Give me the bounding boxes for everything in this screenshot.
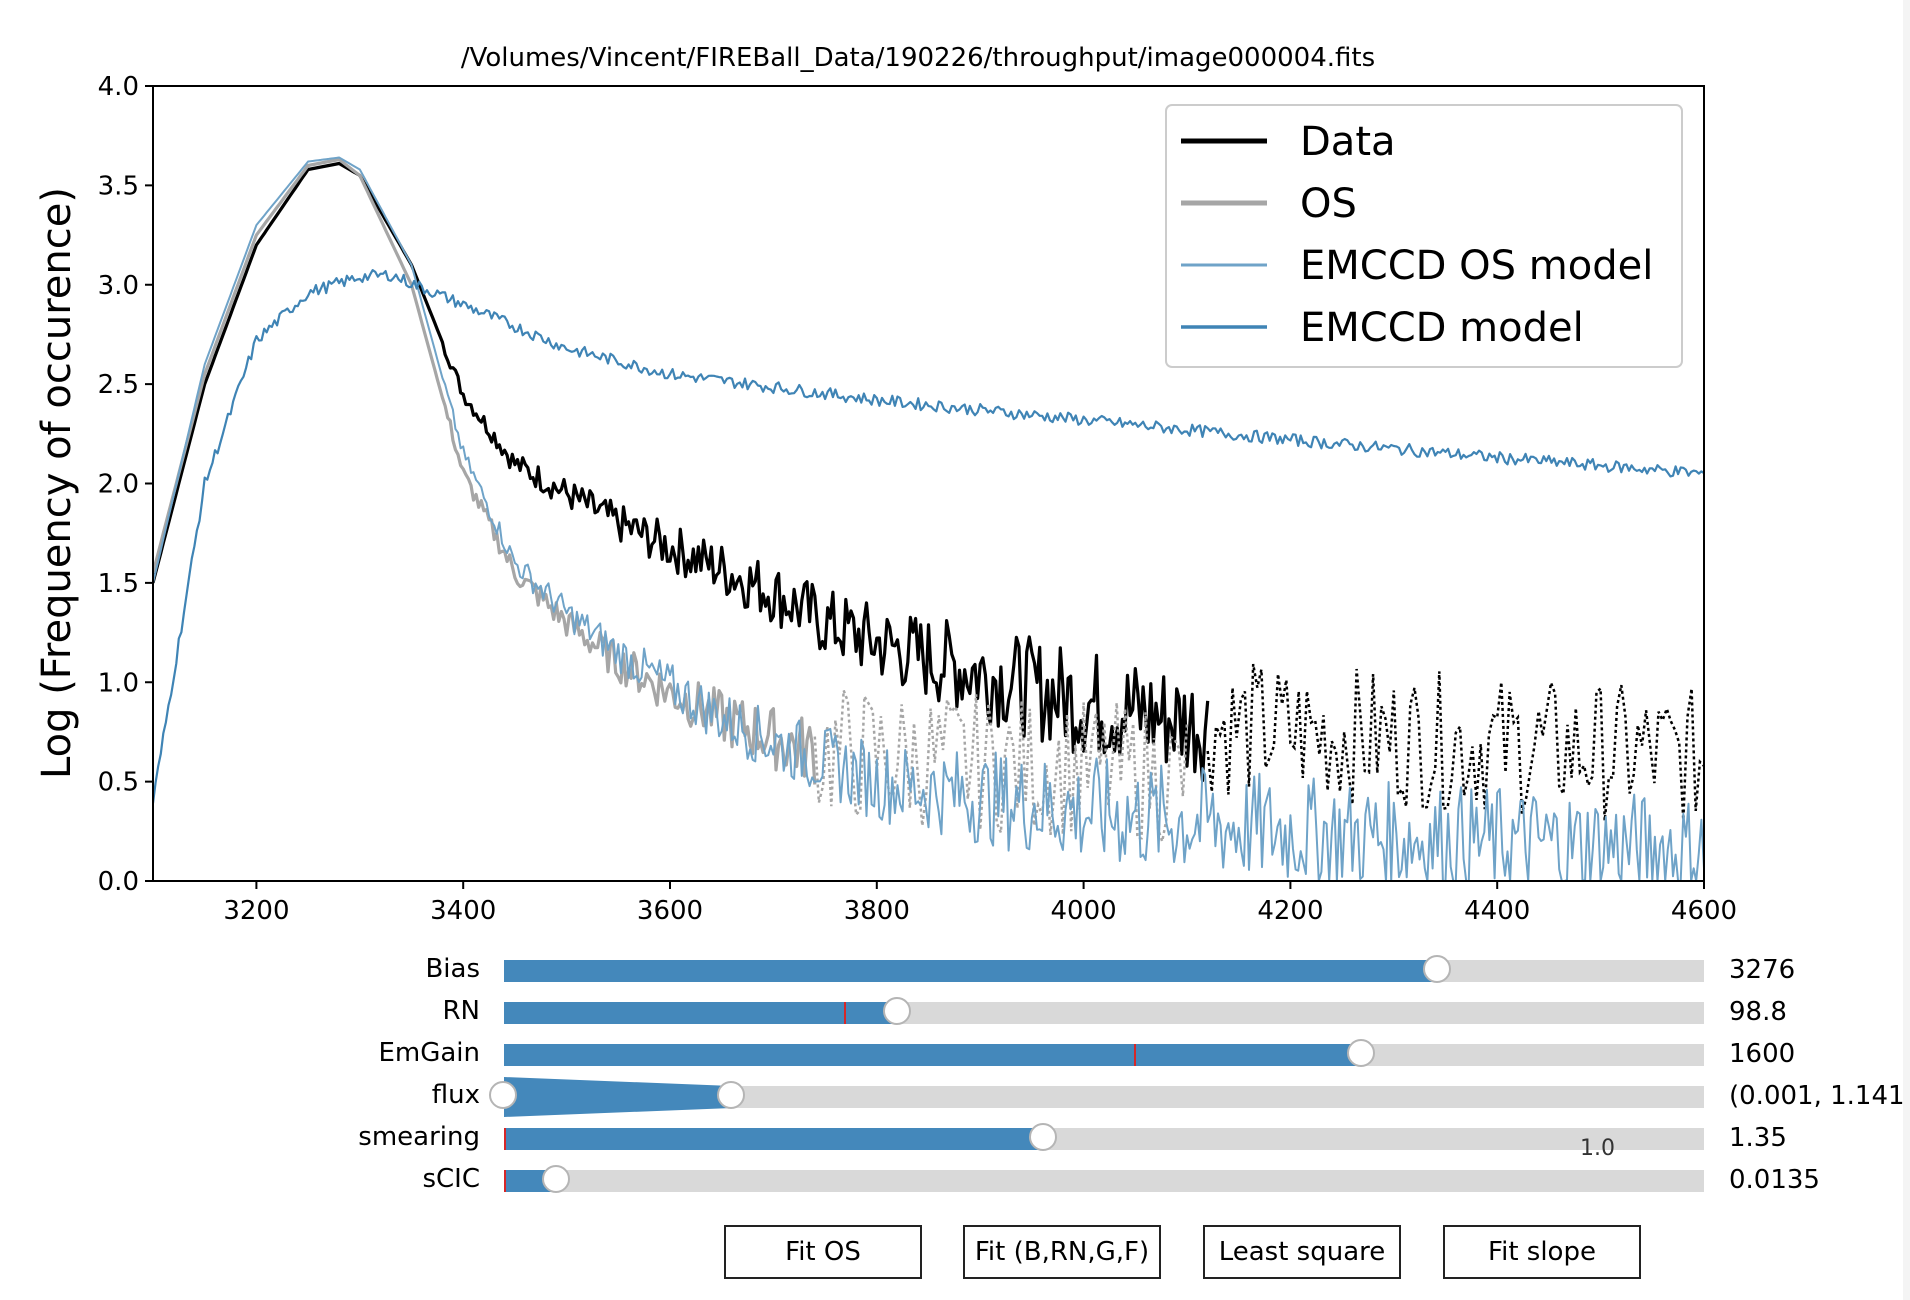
series-tail-data [1206, 663, 1704, 821]
x-tick-label: 4600 [1671, 896, 1737, 926]
slider-fill [504, 1002, 898, 1024]
legend-label: EMCCD OS model [1300, 243, 1653, 289]
fit-slope-button[interactable]: Fit slope [1443, 1225, 1641, 1279]
y-axis: 0.0 0.5 1.0 1.5 2.0 2.5 3.0 3.5 4.0 [98, 72, 153, 897]
series-layer [153, 156, 1704, 881]
slider-value-emgain: 1600 [1729, 1039, 1796, 1069]
slider-fill [504, 1128, 1044, 1150]
y-tick-label: 1.0 [98, 668, 139, 698]
slider-initial-marker [843, 1002, 846, 1024]
slider-value-flux: (0.001, 1.141) [1729, 1081, 1910, 1111]
window-edge [1903, 0, 1910, 1300]
x-tick-label: 4400 [1464, 896, 1530, 926]
y-axis-label: Log (Frequency of occurence) [34, 187, 80, 779]
x-tick-label: 3400 [430, 896, 496, 926]
slider-handle[interactable] [541, 1165, 570, 1193]
slider-label-scic: sCIC [422, 1164, 480, 1194]
x-tick-label: 3200 [223, 896, 289, 926]
legend-label: EMCCD model [1300, 305, 1584, 351]
x-axis: 3200 3400 3600 3800 4000 4200 4400 4600 [223, 881, 1737, 926]
slider-emgain[interactable] [504, 1039, 1704, 1067]
slider-flux[interactable] [489, 1077, 1704, 1117]
series-line-emccd-os-model [153, 156, 1704, 881]
slider-initial-marker [504, 1170, 506, 1192]
slider-value-bias: 3276 [1729, 955, 1796, 985]
slider-handle[interactable] [1422, 955, 1451, 983]
legend: Data OS EMCCD OS model EMCCD model [1165, 104, 1683, 368]
slider-rn[interactable] [504, 997, 1704, 1025]
flux-max-handle[interactable] [717, 1081, 745, 1109]
slider-label-flux: flux [431, 1080, 480, 1110]
flux-range-fill [504, 1077, 732, 1117]
series-line-emccd-model [153, 269, 1704, 804]
slider-handle[interactable] [1029, 1123, 1057, 1151]
slider-smearing[interactable] [504, 1123, 1704, 1151]
slider-handle[interactable] [1347, 1039, 1375, 1067]
slider-bias[interactable] [504, 955, 1704, 983]
slider-handle[interactable] [882, 997, 911, 1025]
legend-label: OS [1300, 181, 1357, 227]
y-tick-label: 2.5 [98, 370, 139, 400]
legend-label: Data [1300, 119, 1396, 165]
y-tick-label: 0.0 [98, 867, 139, 897]
slider-value-rn: 98.8 [1729, 997, 1787, 1027]
throughput-histogram-chart: /Volumes/Vincent/FIREBall_Data/190226/th… [34, 43, 1737, 926]
slider-value-smearing: 1.35 [1729, 1123, 1787, 1153]
slider-fill [504, 960, 1438, 982]
least-square-button[interactable]: Least square [1203, 1225, 1401, 1279]
chart-title: /Volumes/Vincent/FIREBall_Data/190226/th… [461, 43, 1375, 73]
fit-os-button[interactable]: Fit OS [724, 1225, 922, 1279]
x-tick-label: 4200 [1257, 896, 1323, 926]
x-tick-label: 3800 [844, 896, 910, 926]
slider-initial-marker [504, 1128, 506, 1150]
legend-frame [1165, 104, 1683, 368]
y-tick-label: 3.0 [98, 271, 139, 301]
fit-brngf-button[interactable]: Fit (B,RN,G,F) [963, 1225, 1161, 1279]
slider-initial-marker [1134, 1044, 1136, 1066]
slider-value-scic: 0.0135 [1729, 1165, 1820, 1195]
y-tick-label: 0.5 [98, 768, 139, 798]
x-tick-label: 4000 [1051, 896, 1117, 926]
slider-scic[interactable] [504, 1165, 1704, 1193]
flux-min-handle[interactable] [489, 1081, 517, 1109]
y-tick-label: 2.0 [98, 470, 139, 500]
stray-slider-text: 1.0 [1580, 1136, 1615, 1161]
y-tick-label: 1.5 [98, 569, 139, 599]
slider-label-bias: Bias [425, 954, 480, 984]
slider-fill [504, 1044, 1362, 1066]
slider-label-rn: RN [442, 996, 480, 1026]
y-tick-label: 3.5 [98, 171, 139, 201]
series-line-data [153, 161, 1210, 783]
slider-label-emgain: EmGain [378, 1038, 480, 1068]
y-tick-label: 4.0 [98, 72, 139, 102]
x-tick-label: 3600 [637, 896, 703, 926]
slider-label-smearing: smearing [358, 1122, 480, 1152]
